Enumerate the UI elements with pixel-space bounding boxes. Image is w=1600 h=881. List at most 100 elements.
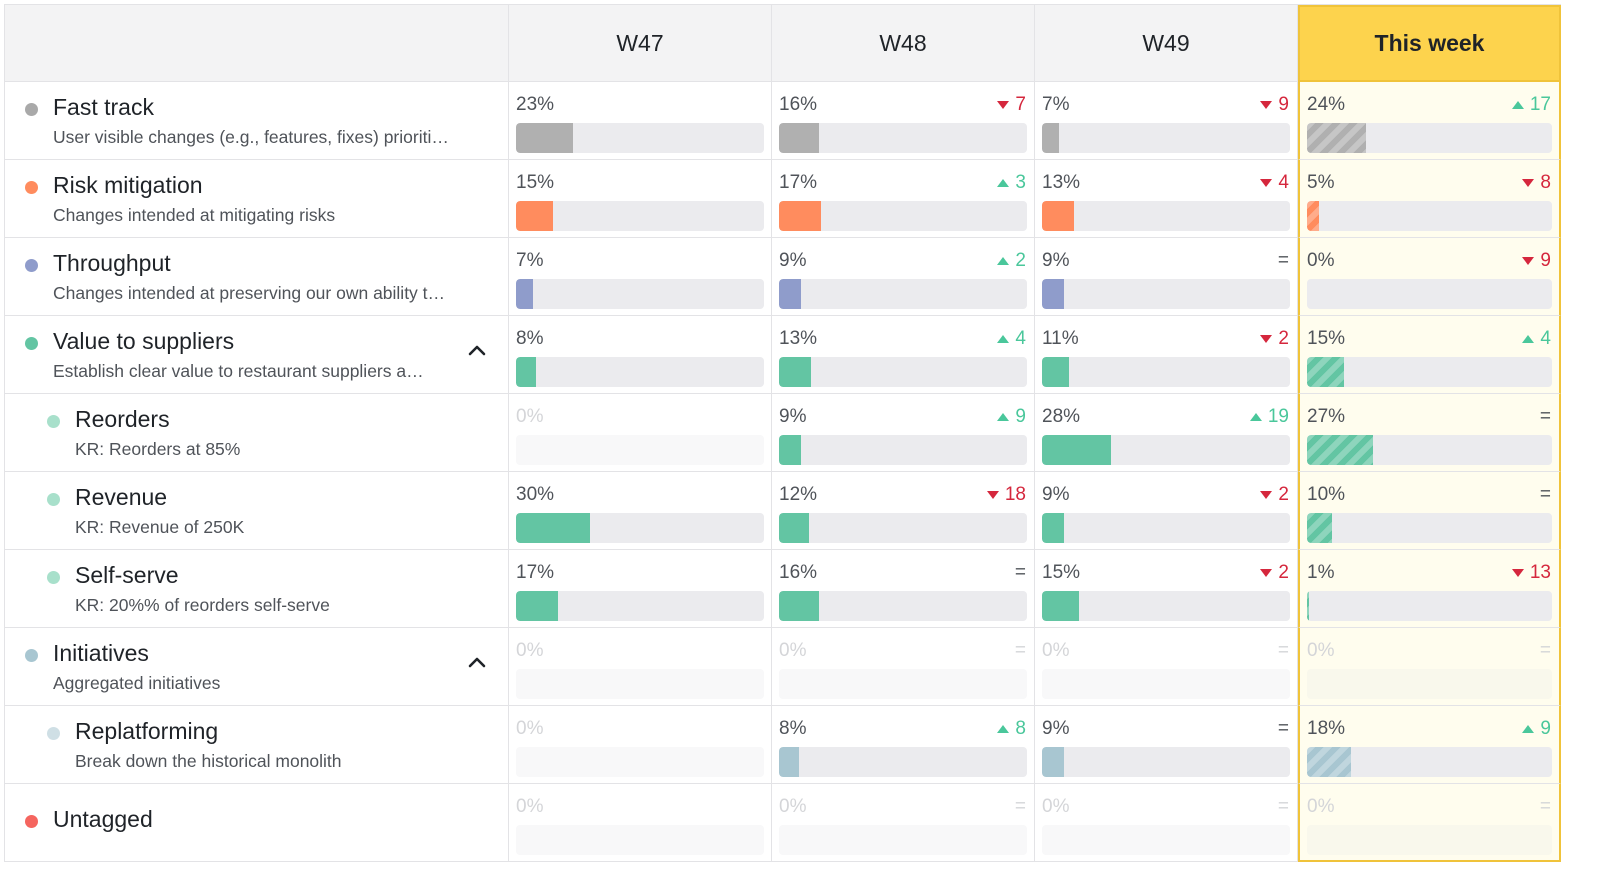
week-cell[interactable]: 18% 9 xyxy=(1298,706,1561,784)
delta-value: 2 xyxy=(1278,562,1289,583)
delta-value: 2 xyxy=(1278,484,1289,505)
column-header-w48[interactable]: W48 xyxy=(772,5,1035,82)
week-cell[interactable]: 13% 4 xyxy=(1035,160,1298,238)
week-cell[interactable]: 9% = xyxy=(1035,706,1298,784)
percent-value: 7% xyxy=(516,250,544,271)
row-title: Self-serve xyxy=(75,562,179,588)
percent-value: 0% xyxy=(516,718,544,739)
delta-indicator: = xyxy=(1540,640,1551,662)
delta-value: = xyxy=(1277,640,1289,661)
delta-value: 9 xyxy=(1015,406,1026,427)
week-cell[interactable]: 0% = xyxy=(1035,784,1298,862)
week-cell[interactable]: 0% = xyxy=(772,784,1035,862)
week-cell[interactable]: 1% 13 xyxy=(1298,550,1561,628)
week-cell[interactable]: 23% xyxy=(509,82,772,160)
week-cell[interactable]: 9% 9 xyxy=(772,394,1035,472)
progress-track xyxy=(1307,747,1552,777)
week-cell[interactable]: 0% = xyxy=(1035,628,1298,706)
week-cell[interactable]: 8% xyxy=(509,316,772,394)
delta-value: 3 xyxy=(1015,172,1026,193)
progress-track xyxy=(779,513,1027,543)
collapse-chevron-icon[interactable] xyxy=(468,343,486,357)
week-cell[interactable]: 28% 19 xyxy=(1035,394,1298,472)
arrow-down-icon xyxy=(1260,569,1273,577)
row-label[interactable]: Fast track User visible changes (e.g., fe… xyxy=(5,82,509,160)
row-title: Revenue xyxy=(75,484,168,510)
column-header-this-week[interactable]: This week xyxy=(1298,5,1561,82)
row-label[interactable]: Value to suppliers Establish clear value … xyxy=(5,316,509,394)
row-title: Fast track xyxy=(53,94,154,120)
week-cell[interactable]: 13% 4 xyxy=(772,316,1035,394)
week-cell[interactable]: 24% 17 xyxy=(1298,82,1561,160)
week-cell[interactable]: 12% 18 xyxy=(772,472,1035,550)
week-cell[interactable]: 0% = xyxy=(1298,784,1561,862)
progress-fill xyxy=(779,435,802,465)
row-label[interactable]: Reorders KR: Reorders at 85% xyxy=(5,394,509,472)
week-cell[interactable]: 30% xyxy=(509,472,772,550)
week-cell[interactable]: 15% 4 xyxy=(1298,316,1561,394)
week-cell[interactable]: 17% xyxy=(509,550,772,628)
week-cell[interactable]: 9% 2 xyxy=(772,238,1035,316)
row-label[interactable]: Self-serve KR: 20%% of reorders self-serv… xyxy=(5,550,509,628)
percent-value: 16% xyxy=(779,562,818,583)
percent-value: 15% xyxy=(1042,562,1081,583)
delta-indicator: 18 xyxy=(986,484,1026,506)
week-cell[interactable]: 0% 9 xyxy=(1298,238,1561,316)
week-cell[interactable]: 0% xyxy=(509,706,772,784)
row-label[interactable]: Untagged xyxy=(5,784,509,862)
week-cell[interactable]: 0% xyxy=(509,394,772,472)
percent-value: 0% xyxy=(516,640,544,661)
week-cell[interactable]: 11% 2 xyxy=(1035,316,1298,394)
progress-fill xyxy=(1307,123,1366,153)
week-cell[interactable]: 0% xyxy=(509,628,772,706)
week-cell[interactable]: 0% xyxy=(509,784,772,862)
week-cell[interactable]: 0% = xyxy=(772,628,1035,706)
week-cell[interactable]: 27% = xyxy=(1298,394,1561,472)
progress-fill xyxy=(779,279,802,309)
row-label[interactable]: Throughput Changes intended at preserving… xyxy=(5,238,509,316)
week-cell[interactable]: 15% 2 xyxy=(1035,550,1298,628)
delta-indicator: 2 xyxy=(1260,484,1289,506)
delta-indicator: = xyxy=(1278,640,1289,662)
delta-indicator: = xyxy=(1540,484,1551,506)
arrow-up-icon xyxy=(997,179,1010,187)
row-label[interactable]: Replatforming Break down the historical m… xyxy=(5,706,509,784)
row-label[interactable]: Risk mitigation Changes intended at mitig… xyxy=(5,160,509,238)
week-cell[interactable]: 9% = xyxy=(1035,238,1298,316)
week-cell[interactable]: 15% xyxy=(509,160,772,238)
delta-indicator: 2 xyxy=(1260,328,1289,350)
week-cell[interactable]: 9% 2 xyxy=(1035,472,1298,550)
week-cell[interactable]: 16% 7 xyxy=(772,82,1035,160)
collapse-chevron-icon[interactable] xyxy=(468,655,486,669)
row-description: KR: 20%% of reorders self-serve xyxy=(75,595,330,615)
week-cell[interactable]: 7% 9 xyxy=(1035,82,1298,160)
percent-value: 16% xyxy=(779,94,818,115)
progress-fill xyxy=(779,201,822,231)
progress-fill xyxy=(1042,435,1112,465)
arrow-down-icon xyxy=(1522,257,1535,265)
week-cell[interactable]: 17% 3 xyxy=(772,160,1035,238)
row-label[interactable]: Initiatives Aggregated initiatives xyxy=(5,628,509,706)
delta-value: 13 xyxy=(1529,562,1551,583)
progress-fill xyxy=(516,357,536,387)
row-title: Replatforming xyxy=(75,718,219,744)
week-cell[interactable]: 7% xyxy=(509,238,772,316)
row-label[interactable]: Revenue KR: Revenue of 250K xyxy=(5,472,509,550)
delta-value: 9 xyxy=(1540,718,1551,739)
delta-indicator: = xyxy=(1540,406,1551,428)
week-cell[interactable]: 5% 8 xyxy=(1298,160,1561,238)
progress-track xyxy=(516,747,764,777)
week-cell[interactable]: 0% = xyxy=(1298,628,1561,706)
row-description: KR: Revenue of 250K xyxy=(75,517,245,537)
percent-value: 9% xyxy=(1042,484,1070,505)
percent-value: 1% xyxy=(1307,562,1335,583)
week-cell[interactable]: 16% = xyxy=(772,550,1035,628)
delta-indicator: 9 xyxy=(1522,718,1551,740)
week-cell[interactable]: 10% = xyxy=(1298,472,1561,550)
column-header-w49[interactable]: W49 xyxy=(1035,5,1298,82)
progress-fill xyxy=(779,123,819,153)
row-title: Initiatives xyxy=(53,640,149,666)
column-header-w47[interactable]: W47 xyxy=(509,5,772,82)
progress-track xyxy=(516,669,764,699)
week-cell[interactable]: 8% 8 xyxy=(772,706,1035,784)
